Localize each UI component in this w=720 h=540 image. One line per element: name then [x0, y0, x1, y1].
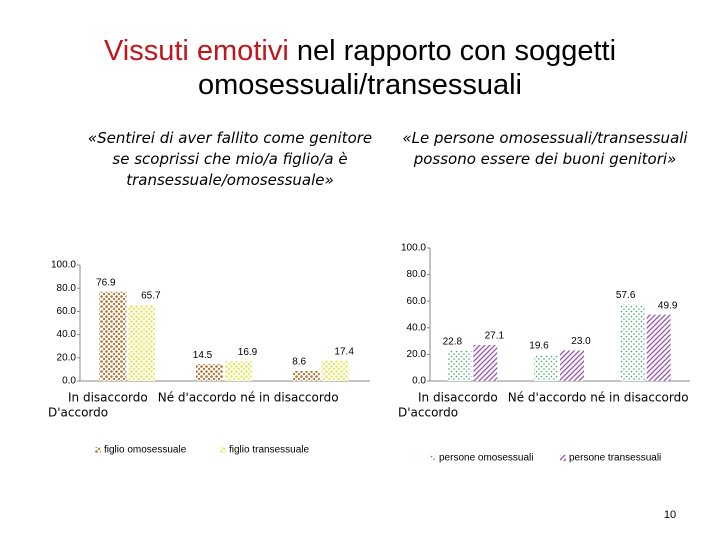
bar — [321, 360, 349, 381]
legend-swatch — [220, 447, 226, 453]
legend-label: figlio omosessuale — [104, 445, 187, 456]
data-label: 23.0 — [571, 336, 591, 347]
y-tick-label: 40.0 — [57, 329, 77, 340]
bar — [646, 314, 671, 381]
y-tick-label: 100.0 — [401, 243, 426, 254]
title-highlight: Vissuti emotivi — [103, 35, 289, 67]
legend-swatch — [560, 455, 566, 461]
data-label: 27.1 — [485, 331, 505, 342]
y-tick-label: 20.0 — [407, 349, 427, 360]
legend-label: persone omosessuali — [439, 453, 534, 464]
bar — [560, 350, 584, 381]
legend-label: figlio transessuale — [229, 445, 309, 456]
data-label: 57.6 — [616, 290, 636, 301]
y-tick-label: 0.0 — [412, 376, 426, 387]
y-tick-label: 40.0 — [407, 322, 427, 333]
data-label: 14.5 — [193, 350, 213, 361]
y-tick-label: 100.0 — [51, 260, 76, 271]
legend-label: persone transessuali — [569, 453, 661, 464]
legend-swatch — [95, 447, 101, 453]
y-tick-label: 80.0 — [407, 269, 427, 280]
data-label: 65.7 — [141, 290, 161, 301]
data-label: 8.6 — [292, 357, 306, 368]
bar — [292, 371, 320, 381]
bar — [196, 364, 223, 381]
data-label: 22.8 — [443, 336, 463, 347]
x-tick-label: D'accordo — [398, 406, 458, 420]
chart-title: «Le persone omosessuali/transessuali pos… — [402, 129, 688, 168]
data-label: 19.6 — [529, 341, 549, 352]
bar — [128, 304, 156, 381]
x-tick-label: In disaccordo — [68, 391, 148, 405]
legend-swatch — [430, 455, 436, 461]
page-number: 10 — [664, 509, 676, 521]
y-tick-label: 60.0 — [57, 306, 77, 317]
y-tick-label: 60.0 — [407, 296, 427, 307]
x-tick-label: In disaccordo — [418, 391, 498, 405]
x-tick-label: D'accordo — [48, 406, 108, 420]
x-tick-label: Né d'accordo né in disaccordo — [158, 391, 339, 405]
bar — [99, 291, 127, 381]
bar — [225, 361, 252, 381]
bar — [473, 344, 498, 381]
data-label: 16.9 — [238, 347, 258, 358]
bar — [447, 350, 472, 381]
chart-title: «Sentirei di aver fallito come genitore … — [87, 129, 373, 189]
data-label: 76.9 — [96, 277, 116, 288]
bar — [534, 354, 558, 381]
y-tick-label: 20.0 — [57, 352, 77, 363]
x-tick-label: Né d'accordo né in disaccordo — [508, 391, 689, 405]
title-rest: nel rapporto con soggetti omosessuali/tr… — [198, 35, 617, 101]
y-tick-label: 80.0 — [57, 283, 77, 294]
bar — [620, 304, 645, 381]
slide-title: Vissuti emotivi nel rapporto con soggett… — [0, 34, 720, 102]
y-tick-label: 0.0 — [62, 376, 76, 387]
data-label: 49.9 — [658, 300, 678, 311]
data-label: 17.4 — [334, 346, 354, 357]
